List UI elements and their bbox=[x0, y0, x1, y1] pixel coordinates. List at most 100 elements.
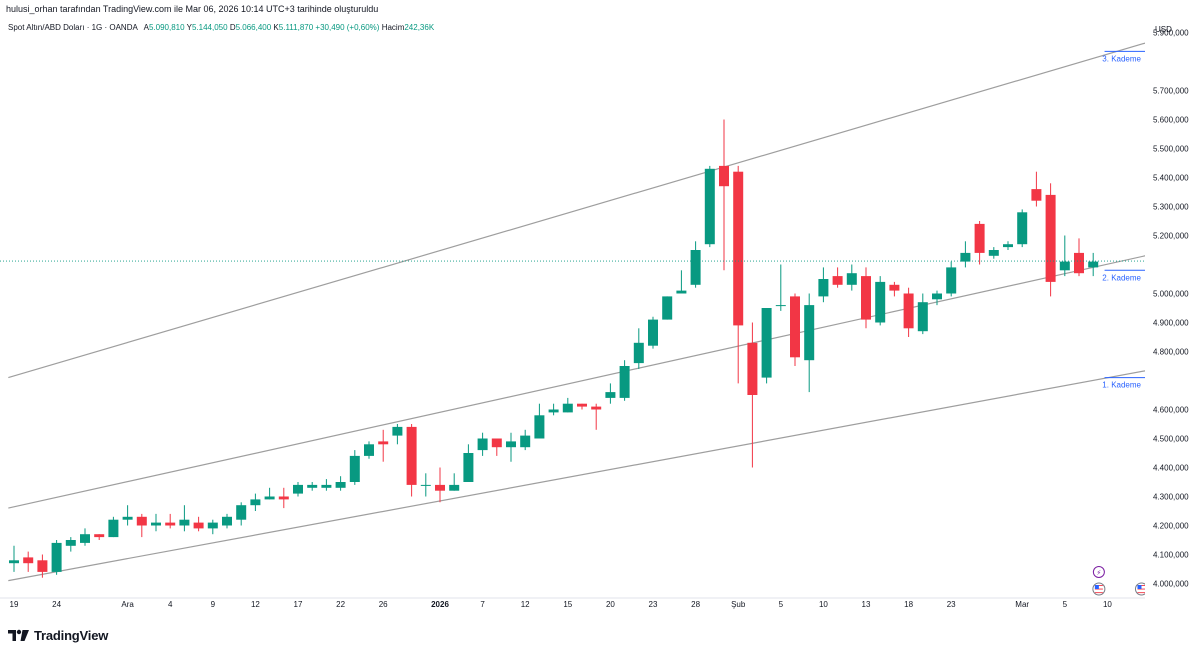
candle[interactable] bbox=[719, 119, 729, 271]
candle[interactable] bbox=[662, 296, 673, 320]
candle[interactable] bbox=[889, 281, 900, 297]
candle[interactable] bbox=[9, 545, 19, 572]
candle[interactable] bbox=[1088, 252, 1099, 277]
candle[interactable] bbox=[1059, 235, 1070, 277]
candle[interactable] bbox=[917, 293, 928, 335]
candle[interactable] bbox=[562, 397, 573, 413]
candle[interactable] bbox=[818, 267, 829, 303]
candle-body bbox=[676, 290, 687, 294]
candle[interactable] bbox=[988, 247, 999, 259]
lightning-icon[interactable]: ⚡ bbox=[1092, 566, 1105, 578]
candle[interactable] bbox=[250, 493, 261, 511]
candle[interactable] bbox=[832, 267, 843, 288]
candle[interactable] bbox=[960, 241, 971, 268]
channel-line-upper[interactable] bbox=[8, 34, 1172, 379]
candle[interactable] bbox=[236, 502, 247, 526]
candle-body bbox=[1017, 212, 1028, 245]
candle[interactable] bbox=[23, 551, 34, 572]
candle[interactable] bbox=[1045, 183, 1056, 297]
candle[interactable] bbox=[420, 473, 431, 497]
candle[interactable] bbox=[591, 403, 602, 430]
candle[interactable] bbox=[335, 476, 346, 491]
candle[interactable] bbox=[65, 537, 76, 552]
candle[interactable] bbox=[690, 241, 701, 288]
candle[interactable] bbox=[179, 505, 190, 532]
candle[interactable] bbox=[747, 322, 758, 468]
candle[interactable] bbox=[733, 165, 744, 384]
candle[interactable] bbox=[1003, 241, 1013, 250]
candle[interactable] bbox=[307, 482, 318, 491]
time-axis[interactable]: 19 24 Ara 4 9 12 17 22 26 2026 7 12 15 20 23 28 Şub 5 10 13… bbox=[0, 597, 1145, 609]
candle[interactable] bbox=[506, 432, 516, 462]
candle[interactable] bbox=[477, 432, 488, 456]
candle[interactable] bbox=[1017, 209, 1028, 248]
candle[interactable] bbox=[108, 516, 119, 538]
candle[interactable] bbox=[207, 519, 218, 535]
candles[interactable] bbox=[9, 119, 1099, 578]
y-tick-label: 5.600,000 bbox=[1153, 116, 1189, 125]
channel-line-lower[interactable] bbox=[8, 365, 1172, 582]
symbol-name[interactable]: Spot Altın/ABD Doları · 1G · OANDA bbox=[8, 23, 138, 32]
candle-body bbox=[179, 519, 190, 526]
x-tick-label: 10 bbox=[1103, 600, 1112, 609]
candle[interactable] bbox=[648, 316, 658, 349]
candle[interactable] bbox=[378, 429, 389, 462]
candle[interactable] bbox=[151, 513, 161, 532]
candle[interactable] bbox=[704, 165, 715, 248]
candle[interactable] bbox=[37, 554, 48, 578]
candle[interactable] bbox=[165, 513, 176, 529]
candle[interactable] bbox=[875, 276, 886, 326]
candle[interactable] bbox=[903, 287, 914, 337]
candle[interactable] bbox=[435, 467, 445, 503]
trend-channel[interactable] bbox=[8, 34, 1172, 582]
candle[interactable] bbox=[392, 424, 403, 445]
candle-body bbox=[463, 453, 474, 482]
candle[interactable] bbox=[846, 264, 857, 291]
candle[interactable] bbox=[51, 540, 62, 575]
candle[interactable] bbox=[406, 424, 417, 497]
candle[interactable] bbox=[520, 429, 531, 451]
brand-logo[interactable]: TradingView bbox=[8, 626, 108, 644]
volume-value: 242,36K bbox=[404, 23, 435, 32]
candle[interactable] bbox=[1031, 171, 1042, 207]
candle[interactable] bbox=[364, 441, 374, 459]
candle[interactable] bbox=[293, 482, 303, 497]
candle[interactable] bbox=[804, 293, 815, 393]
candle[interactable] bbox=[321, 479, 332, 491]
candle[interactable] bbox=[676, 270, 687, 294]
candle[interactable] bbox=[1074, 238, 1084, 277]
candle[interactable] bbox=[619, 360, 630, 401]
candle[interactable] bbox=[136, 513, 147, 538]
candle[interactable] bbox=[122, 505, 133, 526]
channel-line-middle[interactable] bbox=[8, 249, 1172, 509]
y-tick-label: 4.800,000 bbox=[1153, 348, 1189, 357]
candle-body bbox=[9, 560, 19, 564]
candle[interactable] bbox=[94, 534, 105, 540]
candle[interactable] bbox=[264, 487, 275, 500]
candle[interactable] bbox=[80, 528, 90, 546]
candle[interactable] bbox=[491, 438, 502, 456]
candle[interactable] bbox=[775, 264, 786, 311]
candle[interactable] bbox=[534, 403, 545, 439]
candle[interactable] bbox=[548, 403, 559, 416]
candle[interactable] bbox=[577, 403, 587, 410]
candle[interactable] bbox=[790, 293, 800, 367]
candle[interactable] bbox=[193, 516, 204, 532]
candle[interactable] bbox=[861, 267, 871, 329]
price-axis[interactable]: USD 4.000,000 4.100,000 4.200,000 4.300,000… bbox=[1145, 18, 1200, 598]
candle[interactable] bbox=[605, 383, 616, 404]
x-tick-label: 4 bbox=[168, 600, 173, 609]
candle[interactable] bbox=[463, 444, 474, 482]
candle[interactable] bbox=[349, 450, 360, 485]
candle[interactable] bbox=[222, 513, 232, 529]
candle[interactable] bbox=[449, 473, 460, 491]
candle[interactable] bbox=[278, 487, 289, 509]
us-flag-icon[interactable] bbox=[1092, 582, 1106, 596]
candle[interactable] bbox=[761, 308, 772, 384]
candle[interactable] bbox=[633, 328, 644, 369]
candle[interactable] bbox=[932, 290, 942, 306]
level-lines[interactable]: 5.111,87014:45:463. Kademe5.835,0002. Ka… bbox=[0, 46, 1188, 390]
candle[interactable] bbox=[946, 261, 957, 297]
candle[interactable] bbox=[974, 221, 985, 265]
